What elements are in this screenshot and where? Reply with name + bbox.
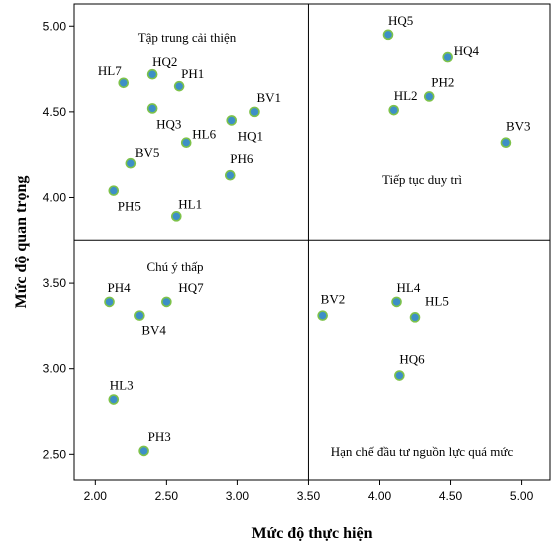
- data-point-hq2: [146, 68, 158, 80]
- point-label-ph1: PH1: [181, 66, 204, 81]
- point-label-hl2: HL2: [394, 88, 418, 103]
- point-label-hq7: HQ7: [178, 280, 204, 295]
- quadrant-label-bottom-right: Hạn chế đầu tư nguồn lực quá mức: [331, 444, 514, 459]
- data-point-hq3: [146, 103, 158, 114]
- y-tick-label: 5.00: [43, 19, 67, 33]
- point-label-hl6: HL6: [192, 127, 216, 142]
- plot-frame: [73, 3, 551, 481]
- point-label-hq2: HQ2: [152, 54, 177, 69]
- y-tick-label: 4.00: [43, 190, 67, 204]
- point-label-bv2: BV2: [321, 292, 346, 307]
- point-label-hq5: HQ5: [388, 13, 413, 28]
- point-label-bv4: BV4: [141, 323, 166, 338]
- point-label-hl4: HL4: [397, 280, 421, 295]
- data-points: HL7 HQ2 PH1 BV1 HQ3 HL6 HQ1 BV5 PH6 PH5 HL1 HQ5 HQ4 P…: [98, 13, 531, 457]
- y-tick-label: 3.50: [43, 276, 67, 290]
- data-point-hl4: [391, 296, 402, 308]
- data-point-hl5: [409, 312, 421, 323]
- point-label-hl5: HL5: [425, 293, 449, 308]
- point-label-hq1: HQ1: [238, 128, 263, 143]
- x-tick-label: 3.50: [297, 489, 321, 503]
- x-tick-label: 2.50: [155, 489, 179, 503]
- data-point-ph6: [224, 169, 236, 181]
- y-tick-label: 2.50: [43, 447, 67, 461]
- point-label-bv1: BV1: [256, 90, 281, 105]
- y-axis-title: Mức độ quan trọng: [13, 176, 30, 309]
- point-label-bv3: BV3: [506, 119, 531, 134]
- y-tick-label: 3.00: [43, 362, 67, 376]
- data-point-hq4: [442, 51, 453, 63]
- point-label-ph5: PH5: [118, 199, 141, 214]
- point-label-hl7: HL7: [98, 63, 122, 78]
- data-point-hl7: [118, 77, 130, 89]
- point-label-ph3: PH3: [148, 429, 171, 444]
- point-label-ph4: PH4: [108, 280, 132, 295]
- x-tick-label: 2.00: [84, 489, 108, 503]
- data-point-hl3: [108, 394, 120, 405]
- x-tick-label: 4.50: [439, 489, 463, 503]
- point-label-hq4: HQ4: [454, 43, 480, 58]
- data-point-hq6: [394, 370, 405, 381]
- data-point-bv3: [500, 137, 512, 148]
- point-label-ph6: PH6: [230, 151, 254, 166]
- data-point-ph4: [104, 296, 115, 308]
- x-tick-label: 5.00: [510, 489, 534, 503]
- point-label-ph2: PH2: [431, 74, 454, 89]
- y-tick-label: 4.50: [43, 105, 67, 119]
- data-point-ph5: [108, 185, 120, 196]
- data-point-ph2: [423, 91, 435, 102]
- data-point-hq7: [161, 296, 172, 308]
- point-label-hl1: HL1: [178, 196, 202, 211]
- data-point-bv4: [134, 310, 145, 321]
- x-axis-ticks: 2.00 2.50 3.00 3.50 4.00 4.50 5.00: [84, 480, 534, 503]
- data-point-hq5: [382, 29, 394, 41]
- data-point-hq1: [226, 115, 238, 126]
- x-axis-title: Mức độ thực hiện: [252, 525, 373, 542]
- quadrant-label-top-right: Tiếp tục duy trì: [382, 172, 462, 187]
- data-point-bv5: [125, 157, 137, 169]
- point-label-hq6: HQ6: [399, 352, 425, 367]
- x-tick-label: 3.00: [226, 489, 250, 503]
- data-point-ph3: [138, 445, 149, 457]
- data-point-bv2: [317, 310, 328, 321]
- data-point-bv1: [249, 106, 260, 118]
- point-label-hl3: HL3: [110, 378, 134, 393]
- quadrant-label-top-left: Tập trung cải thiện: [138, 30, 237, 45]
- data-point-ph1: [173, 80, 185, 92]
- y-axis-ticks: 2.50 3.00 3.50 4.00 4.50 5.00: [43, 19, 74, 461]
- data-point-hl1: [171, 211, 182, 222]
- point-label-hq3: HQ3: [156, 116, 181, 131]
- quadrant-dividers: [74, 4, 550, 480]
- data-point-hl6: [180, 137, 192, 148]
- data-point-hl2: [388, 104, 400, 116]
- point-label-bv5: BV5: [135, 145, 160, 160]
- x-tick-label: 4.00: [368, 489, 392, 503]
- quadrant-label-bottom-left: Chú ý thấp: [146, 259, 203, 274]
- quadrant-labels: Tập trung cải thiện Tiếp tục duy trì Chú…: [138, 30, 514, 459]
